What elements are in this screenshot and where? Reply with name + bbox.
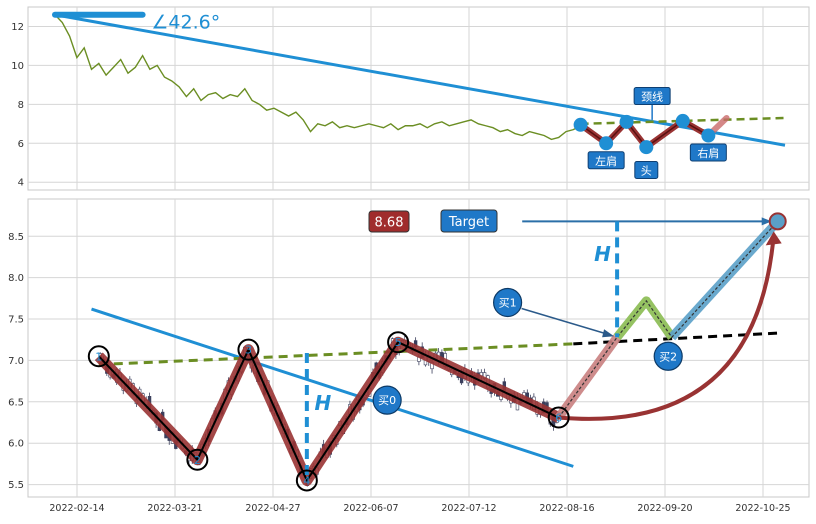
- bottom-ytick-label: 8.5: [8, 232, 24, 243]
- target-value-label: 8.68: [375, 216, 404, 231]
- trend-line: [54, 13, 786, 147]
- buy-point-marker: [493, 287, 523, 318]
- pattern-label-box: [634, 161, 659, 180]
- pattern-point-marker: [237, 338, 260, 361]
- height-label-right: H: [594, 242, 611, 266]
- bottom-ytick-label: 5.5: [8, 480, 24, 491]
- pattern-label-box: [689, 143, 727, 162]
- buy-point-label: 买0: [378, 394, 396, 407]
- downtrend-line: [91, 307, 574, 468]
- pattern-point-label: 5: [395, 336, 402, 349]
- bottom-ytick-label: 7.0: [8, 356, 24, 367]
- bottom-xtick-label: 2022-09-20: [637, 503, 692, 514]
- target-value-label-box: [368, 210, 410, 233]
- bottom-xtick-label: 2022-10-25: [735, 503, 790, 514]
- buy1-pointer: [521, 307, 612, 336]
- bottom-xtick-label: 2022-06-07: [343, 503, 398, 514]
- top-ytick-label: 10: [11, 61, 24, 72]
- pattern-point-marker: [701, 128, 716, 143]
- bottom-ytick-label: 7.5: [8, 315, 24, 326]
- neckline: [98, 342, 574, 367]
- pattern-point-marker: [675, 113, 690, 128]
- top-panel: [27, 6, 810, 191]
- top-ytick-label: 12: [11, 22, 24, 33]
- target-curve-arrowhead: [765, 231, 782, 246]
- pattern-point-marker: [547, 406, 570, 429]
- pattern-point-label: 2: [194, 454, 201, 467]
- price-line: [54, 14, 581, 141]
- pattern-point-label: 3: [245, 344, 252, 357]
- target-arrowhead: [761, 217, 772, 226]
- bottom-xtick-label: 2022-02-14: [49, 503, 104, 514]
- buy-point-marker: [653, 341, 683, 371]
- pattern-point-marker: [186, 448, 209, 471]
- pattern-point-label: 6: [555, 412, 562, 425]
- pattern-label: 颈线: [641, 90, 663, 104]
- bottom-panel: [27, 198, 810, 498]
- buy-point-label: 买1: [499, 296, 517, 309]
- pattern-point-label: 4: [303, 474, 310, 487]
- target-marker: [768, 212, 787, 231]
- top-ytick-label: 6: [18, 139, 24, 150]
- pattern-point-marker: [387, 331, 410, 354]
- pattern-label: 右肩: [697, 146, 719, 160]
- pattern-label: 头: [641, 165, 652, 178]
- top-ytick-label: 4: [18, 178, 24, 189]
- pattern-zigzag-inner: [98, 340, 560, 483]
- target-curve-arrow: [558, 235, 776, 421]
- neckline-projection: [573, 331, 778, 346]
- pattern-point-marker: [573, 117, 588, 132]
- pattern-point-marker: [599, 136, 614, 151]
- buy-point-marker: [372, 385, 402, 415]
- bottom-xtick-label: 2022-07-12: [441, 503, 496, 514]
- pattern-label-box: [633, 87, 671, 106]
- bottom-xtick-label: 2022-04-27: [245, 503, 300, 514]
- buy-point-label: 买2: [659, 350, 677, 363]
- pattern-point-marker: [639, 140, 654, 155]
- pattern-point-label: 1: [95, 350, 102, 363]
- bottom-ytick-label: 8.0: [8, 273, 24, 284]
- bottom-xtick-label: 2022-08-16: [539, 503, 594, 514]
- pattern-label: 左肩: [595, 154, 617, 168]
- pattern-point-marker: [87, 345, 110, 368]
- pattern-point-marker: [619, 114, 634, 129]
- bottom-ytick-label: 6.0: [8, 439, 24, 450]
- angle-label: ∠42.6°: [151, 11, 220, 33]
- buy1-pointer-head: [602, 329, 615, 338]
- pattern-point-marker: [295, 469, 318, 492]
- bottom-ytick-label: 6.5: [8, 397, 24, 408]
- top-ytick-label: 8: [18, 100, 24, 111]
- target-label: Target: [448, 215, 489, 230]
- pattern-label-box: [587, 151, 625, 170]
- height-label-left: H: [315, 391, 332, 415]
- bottom-xtick-label: 2022-03-21: [147, 503, 202, 514]
- projection-path: [558, 220, 779, 418]
- neckline: [580, 116, 786, 126]
- target-label-box: [440, 209, 498, 233]
